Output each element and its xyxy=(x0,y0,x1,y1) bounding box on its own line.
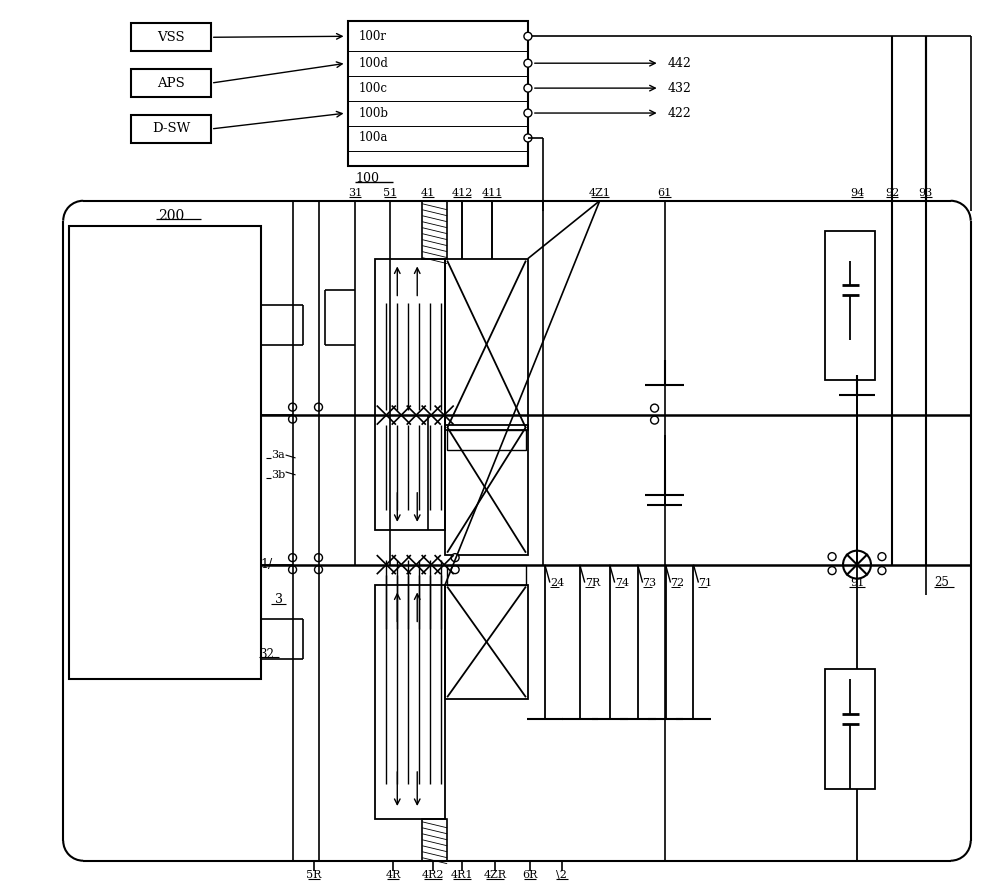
Text: D-SW: D-SW xyxy=(152,123,190,135)
Text: 100a: 100a xyxy=(358,132,388,144)
Bar xyxy=(348,21,528,166)
Bar xyxy=(422,819,447,861)
Bar xyxy=(447,430,526,450)
Circle shape xyxy=(651,417,659,424)
Circle shape xyxy=(843,551,871,578)
Circle shape xyxy=(315,403,322,411)
Bar xyxy=(445,585,528,700)
Circle shape xyxy=(828,553,836,561)
Text: 100: 100 xyxy=(355,173,379,185)
Circle shape xyxy=(878,553,886,561)
Text: 442: 442 xyxy=(668,57,691,69)
Text: 32: 32 xyxy=(259,648,274,661)
Circle shape xyxy=(524,85,532,92)
Circle shape xyxy=(451,554,459,562)
Text: 92: 92 xyxy=(885,188,899,198)
Bar xyxy=(825,231,875,380)
Text: 100b: 100b xyxy=(358,107,388,119)
Text: 4R2: 4R2 xyxy=(422,870,444,879)
Bar xyxy=(447,564,526,585)
Text: 5R: 5R xyxy=(306,870,321,879)
Bar xyxy=(825,669,875,789)
Circle shape xyxy=(524,32,532,40)
Circle shape xyxy=(878,567,886,575)
Text: 4R: 4R xyxy=(386,870,401,879)
Bar xyxy=(422,201,447,259)
Text: 31: 31 xyxy=(348,188,363,198)
Circle shape xyxy=(524,134,532,142)
Text: 71: 71 xyxy=(698,578,713,587)
Text: 411: 411 xyxy=(481,188,503,198)
Text: 6R: 6R xyxy=(522,870,538,879)
Bar xyxy=(131,23,211,52)
Text: 422: 422 xyxy=(668,107,691,119)
Text: VSS: VSS xyxy=(157,31,185,44)
Text: 100c: 100c xyxy=(358,82,387,94)
Circle shape xyxy=(828,567,836,575)
Circle shape xyxy=(524,109,532,117)
Text: 51: 51 xyxy=(383,188,397,198)
Text: 3b: 3b xyxy=(271,470,285,480)
Circle shape xyxy=(315,566,322,573)
Text: 93: 93 xyxy=(919,188,933,198)
Text: 100d: 100d xyxy=(358,57,388,69)
Text: 7R: 7R xyxy=(585,578,600,587)
Circle shape xyxy=(289,403,297,411)
Text: 4Z1: 4Z1 xyxy=(589,188,611,198)
Bar xyxy=(131,115,211,143)
Bar xyxy=(375,259,445,530)
Bar xyxy=(69,226,261,679)
Circle shape xyxy=(451,566,459,573)
Bar xyxy=(445,425,528,554)
Text: 412: 412 xyxy=(451,188,473,198)
Text: 1/: 1/ xyxy=(260,558,273,571)
Bar xyxy=(445,259,528,430)
Text: 200: 200 xyxy=(158,209,184,222)
Circle shape xyxy=(289,566,297,573)
Text: 91: 91 xyxy=(850,578,864,587)
Text: 74: 74 xyxy=(615,578,629,587)
Text: 73: 73 xyxy=(643,578,657,587)
Text: 100r: 100r xyxy=(358,29,386,43)
Text: 432: 432 xyxy=(668,82,691,94)
Circle shape xyxy=(651,404,659,412)
Text: 24: 24 xyxy=(550,578,564,587)
Text: 3: 3 xyxy=(275,593,283,606)
Circle shape xyxy=(289,554,297,562)
Bar xyxy=(375,585,445,819)
Circle shape xyxy=(524,60,532,67)
Text: 3a: 3a xyxy=(271,450,284,460)
Circle shape xyxy=(289,415,297,423)
Text: APS: APS xyxy=(157,77,185,90)
Text: 4R1: 4R1 xyxy=(451,870,473,879)
Text: 25: 25 xyxy=(934,576,949,589)
Circle shape xyxy=(315,554,322,562)
Text: 4ZR: 4ZR xyxy=(484,870,507,879)
Text: 41: 41 xyxy=(421,188,435,198)
Text: 72: 72 xyxy=(671,578,685,587)
Bar xyxy=(131,69,211,97)
Text: \2: \2 xyxy=(556,870,567,879)
Text: 94: 94 xyxy=(850,188,864,198)
Text: 61: 61 xyxy=(657,188,672,198)
